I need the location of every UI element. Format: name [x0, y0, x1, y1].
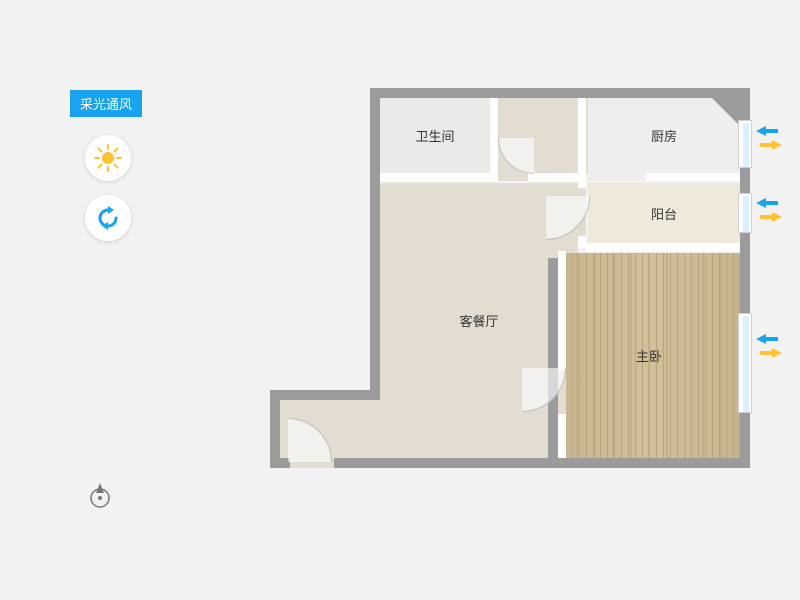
compass-icon — [85, 480, 115, 510]
room-label-bedroom: 主卧 — [636, 346, 662, 365]
room-label-living: 客餐厅 — [459, 311, 498, 330]
room-label-bathroom: 卫生间 — [415, 126, 454, 145]
window-balcony — [738, 193, 752, 233]
vent-arrow-2 — [756, 332, 782, 365]
vent-arrow-1 — [756, 196, 782, 229]
inner-wall — [380, 173, 498, 181]
living-extension — [490, 98, 588, 173]
room-label-balcony: 阳台 — [651, 204, 677, 223]
inner-wall — [490, 98, 498, 178]
outer-wall — [548, 258, 558, 468]
floor-plan: 卫生间 厨房阳台客餐厅主卧 — [270, 88, 750, 468]
room-kitchen: 厨房 — [588, 98, 740, 173]
room-label-kitchen: 厨房 — [651, 126, 677, 145]
mode-tag: 采光通风 — [70, 90, 142, 117]
sun-button[interactable] — [85, 135, 131, 181]
outer-wall — [270, 390, 380, 400]
outer-wall — [270, 390, 280, 468]
inner-wall — [528, 173, 580, 181]
kitchen-opening — [586, 173, 646, 181]
outer-wall — [370, 88, 750, 98]
inner-wall — [586, 243, 740, 251]
room-bedroom: 主卧 — [558, 253, 740, 458]
room-bathroom: 卫生间 — [380, 98, 490, 173]
room-balcony: 阳台 — [588, 183, 740, 243]
refresh-icon — [94, 204, 122, 232]
outer-wall — [370, 88, 380, 183]
vent-arrow-0 — [756, 124, 782, 157]
outer-wall — [548, 458, 750, 468]
sun-icon — [93, 143, 123, 173]
refresh-button[interactable] — [85, 195, 131, 241]
bathroom-door-gap — [498, 173, 528, 181]
inner-wall — [558, 251, 566, 458]
outer-wall — [370, 173, 380, 398]
window-bedroom — [738, 313, 752, 413]
mode-tag-label: 采光通风 — [80, 97, 132, 112]
window-kitchen — [738, 120, 752, 168]
